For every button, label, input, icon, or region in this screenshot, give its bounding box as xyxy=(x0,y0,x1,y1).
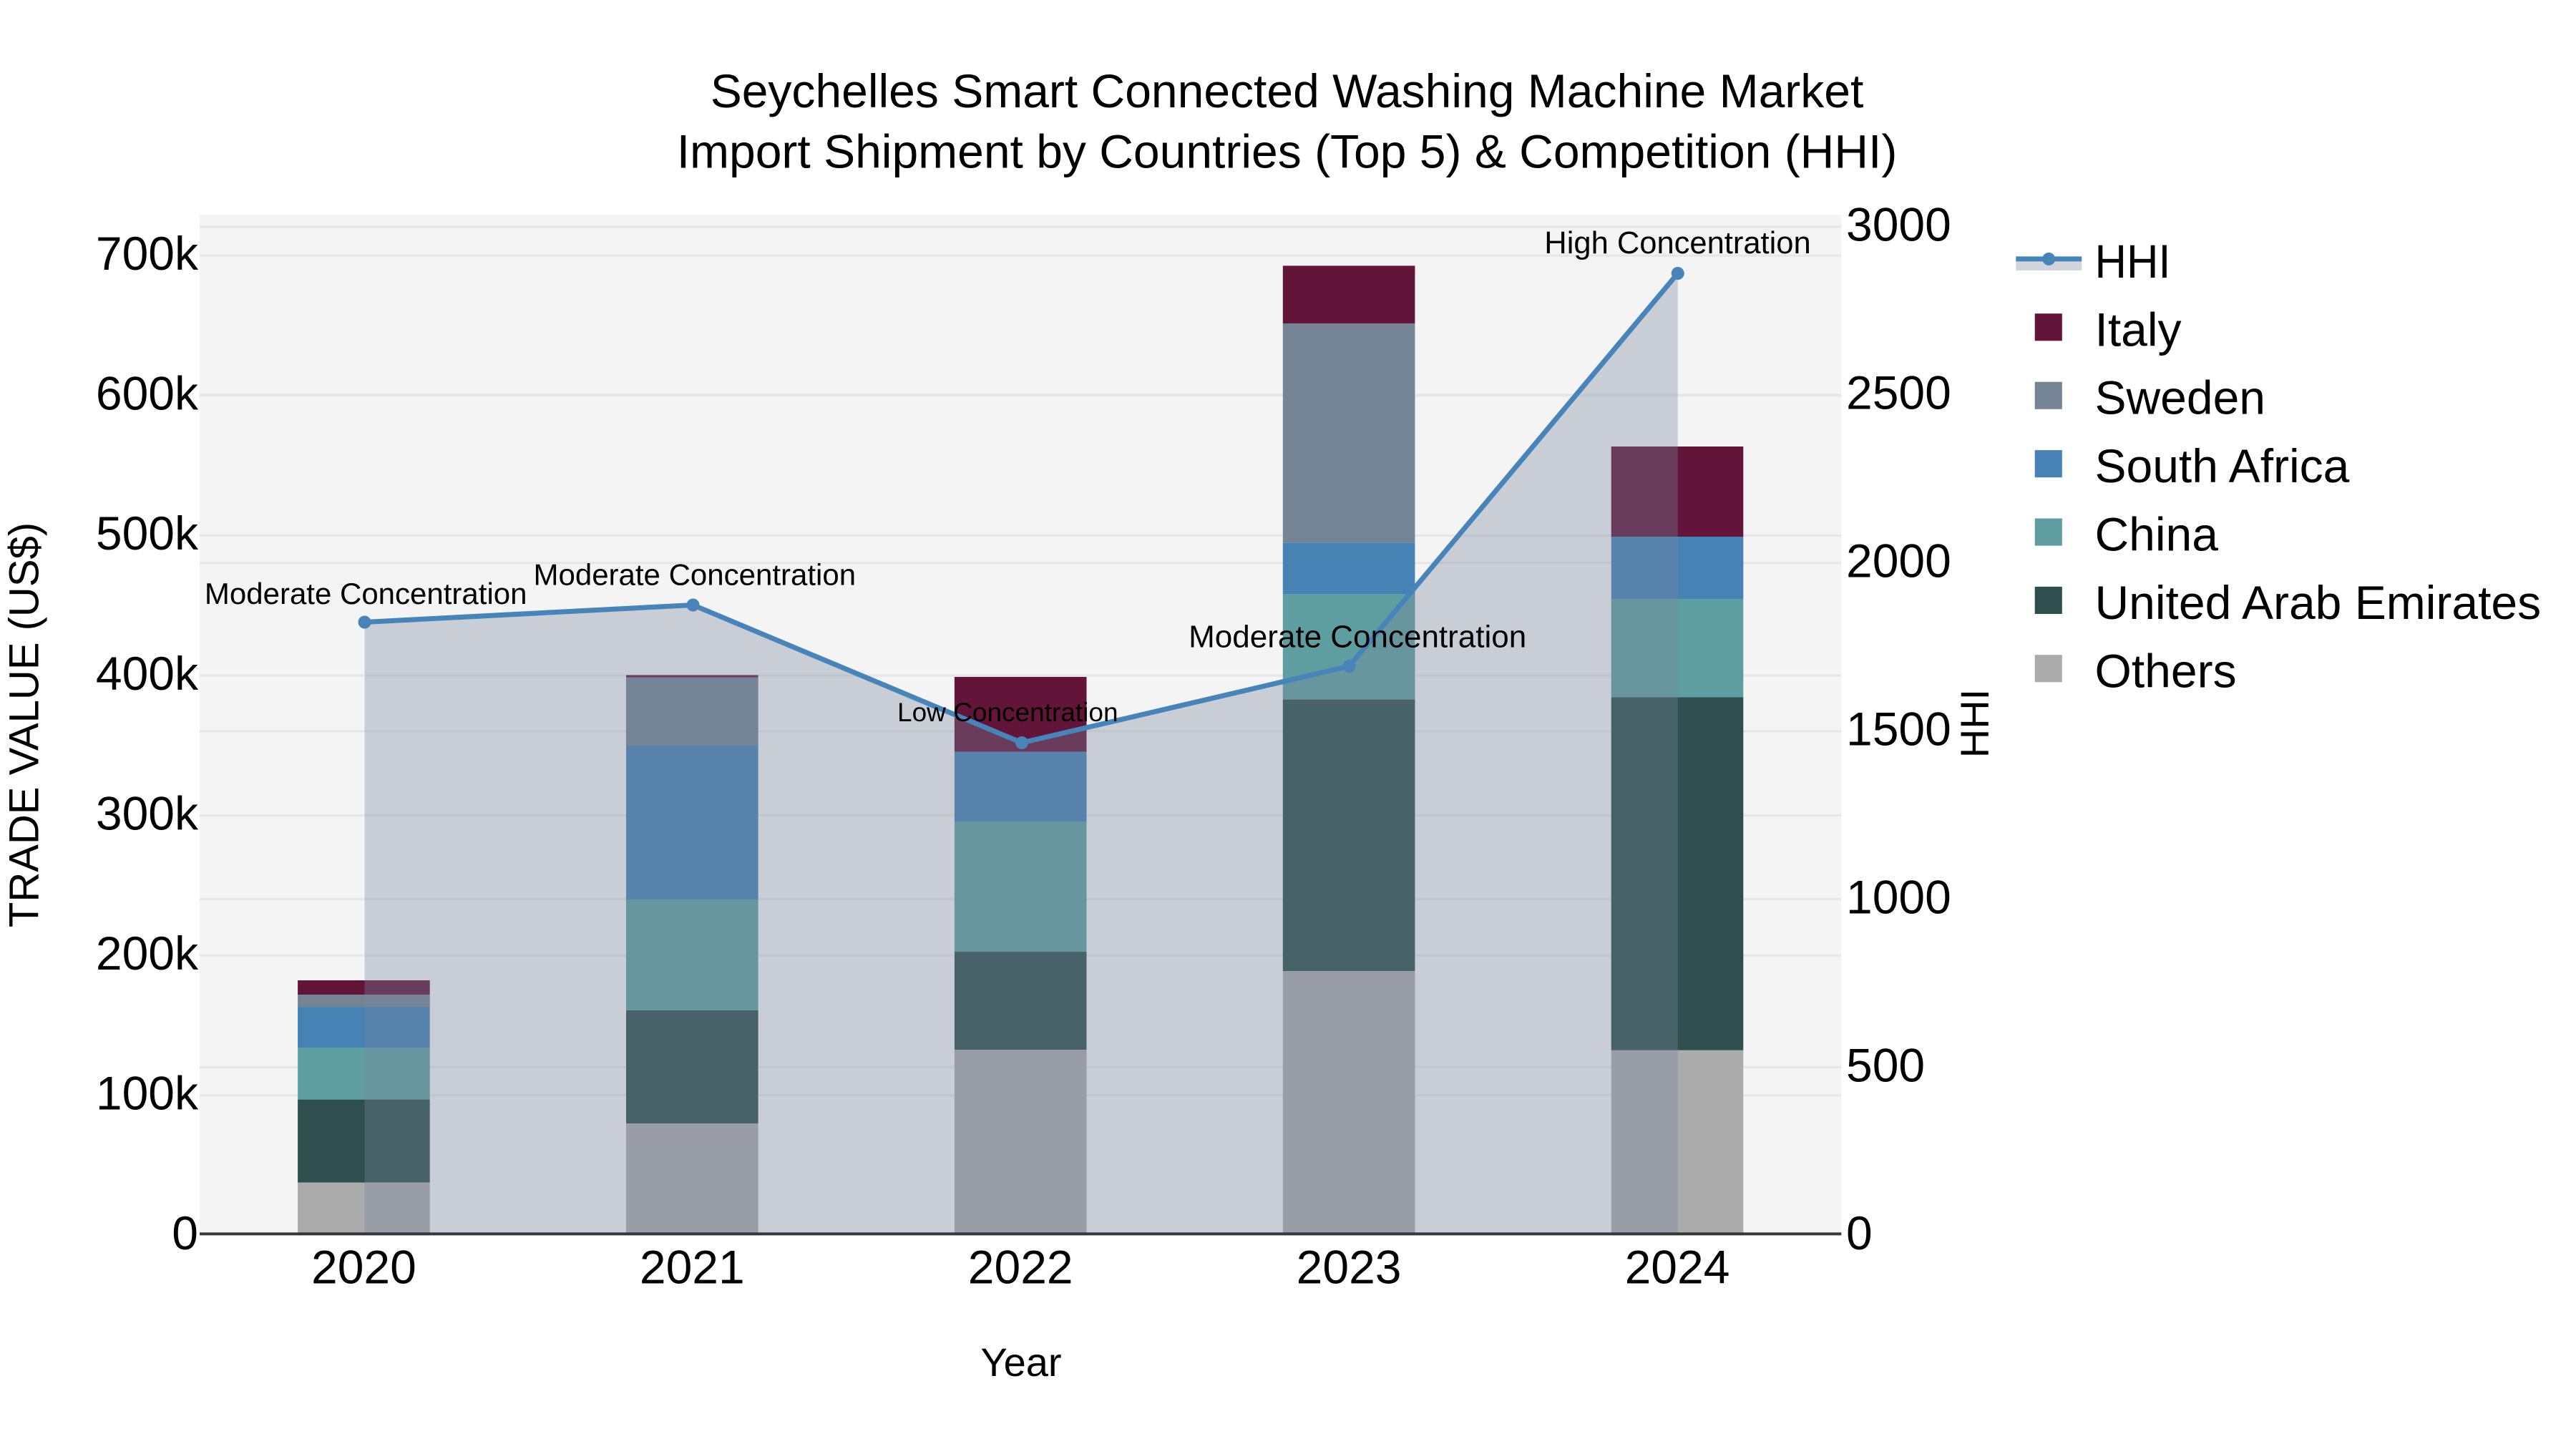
svg-text:Moderate Concentration: Moderate Concentration xyxy=(1189,620,1526,655)
svg-text:1500: 1500 xyxy=(1846,703,1951,756)
svg-text:South Africa: South Africa xyxy=(2095,439,2350,492)
svg-text:2021: 2021 xyxy=(640,1241,745,1294)
svg-text:Moderate Concentration: Moderate Concentration xyxy=(205,577,527,610)
svg-text:500: 500 xyxy=(1846,1038,1925,1091)
svg-text:2022: 2022 xyxy=(968,1241,1073,1294)
svg-text:TRADE VALUE (US$): TRADE VALUE (US$) xyxy=(1,522,48,927)
svg-text:0: 0 xyxy=(172,1206,198,1259)
svg-text:United Arab Emirates: United Arab Emirates xyxy=(2095,576,2542,629)
svg-text:Import Shipment by Countries (: Import Shipment by Countries (Top 5) & C… xyxy=(677,125,1898,177)
svg-text:100k: 100k xyxy=(96,1067,199,1120)
svg-text:300k: 300k xyxy=(96,786,199,839)
svg-text:0: 0 xyxy=(1846,1206,1873,1259)
svg-text:Year: Year xyxy=(980,1340,1061,1385)
svg-text:2024: 2024 xyxy=(1625,1241,1730,1294)
svg-text:High Concentration: High Concentration xyxy=(1544,226,1810,260)
svg-text:HHI: HHI xyxy=(2095,235,2171,288)
svg-text:600k: 600k xyxy=(96,367,199,420)
svg-text:HHI: HHI xyxy=(1952,689,1997,758)
svg-text:Moderate Concentration: Moderate Concentration xyxy=(533,557,856,591)
svg-text:1000: 1000 xyxy=(1846,870,1951,923)
svg-text:2000: 2000 xyxy=(1846,535,1951,587)
svg-text:700k: 700k xyxy=(96,227,199,280)
svg-text:Sweden: Sweden xyxy=(2095,371,2266,424)
svg-text:China: China xyxy=(2095,508,2219,561)
svg-text:200k: 200k xyxy=(96,927,199,980)
svg-text:3000: 3000 xyxy=(1846,198,1951,251)
svg-text:Low Concentration: Low Concentration xyxy=(897,698,1118,727)
svg-text:Italy: Italy xyxy=(2095,303,2182,356)
svg-text:2020: 2020 xyxy=(311,1241,416,1294)
svg-text:Others: Others xyxy=(2095,644,2237,697)
svg-text:500k: 500k xyxy=(96,507,199,560)
svg-text:Seychelles Smart Connected Was: Seychelles Smart Connected Washing Machi… xyxy=(711,64,1864,117)
svg-text:2500: 2500 xyxy=(1846,366,1951,419)
svg-text:2023: 2023 xyxy=(1297,1241,1402,1294)
svg-text:400k: 400k xyxy=(96,647,199,700)
